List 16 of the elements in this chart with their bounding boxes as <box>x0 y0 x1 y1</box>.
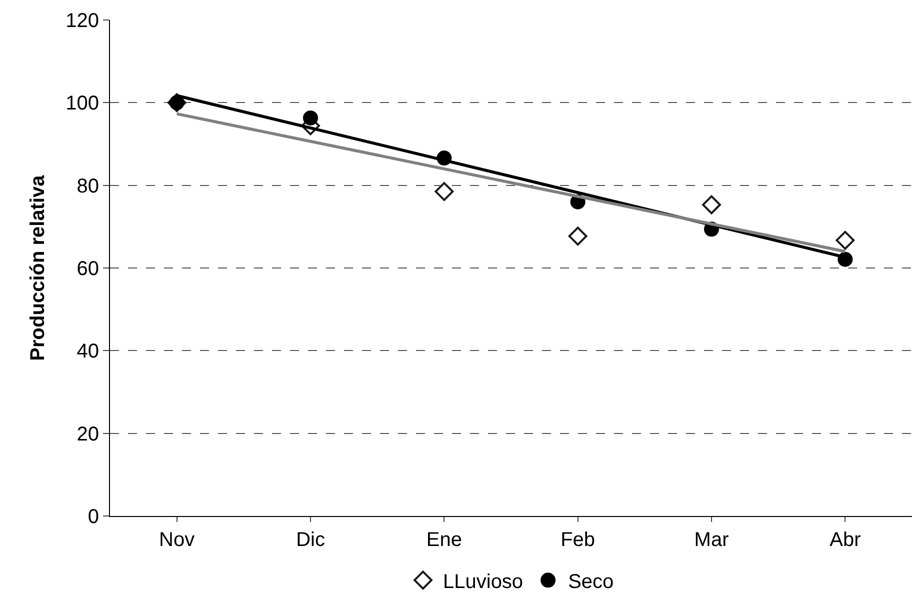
legend-label: LLuvioso <box>443 570 524 593</box>
x-tick-label: Abr <box>830 529 862 551</box>
y-tick-label: 80 <box>76 175 99 198</box>
x-tick-label: Feb <box>560 529 596 551</box>
y-tick-label: 0 <box>88 506 99 528</box>
x-tick-label: Dic <box>296 529 325 551</box>
y-tick-label: 100 <box>66 92 99 115</box>
y-tick-label: 120 <box>66 10 99 32</box>
x-tick-label: Nov <box>159 529 195 551</box>
x-tick-label: Mar <box>694 529 730 551</box>
y-tick-label: 40 <box>76 340 99 363</box>
x-tick-label: Ene <box>426 529 462 551</box>
y-tick-label: 60 <box>76 258 99 280</box>
legend-label: Seco <box>568 570 614 593</box>
y-tick-label: 20 <box>76 423 99 446</box>
y-axis-title: Producción relativa <box>27 174 50 361</box>
